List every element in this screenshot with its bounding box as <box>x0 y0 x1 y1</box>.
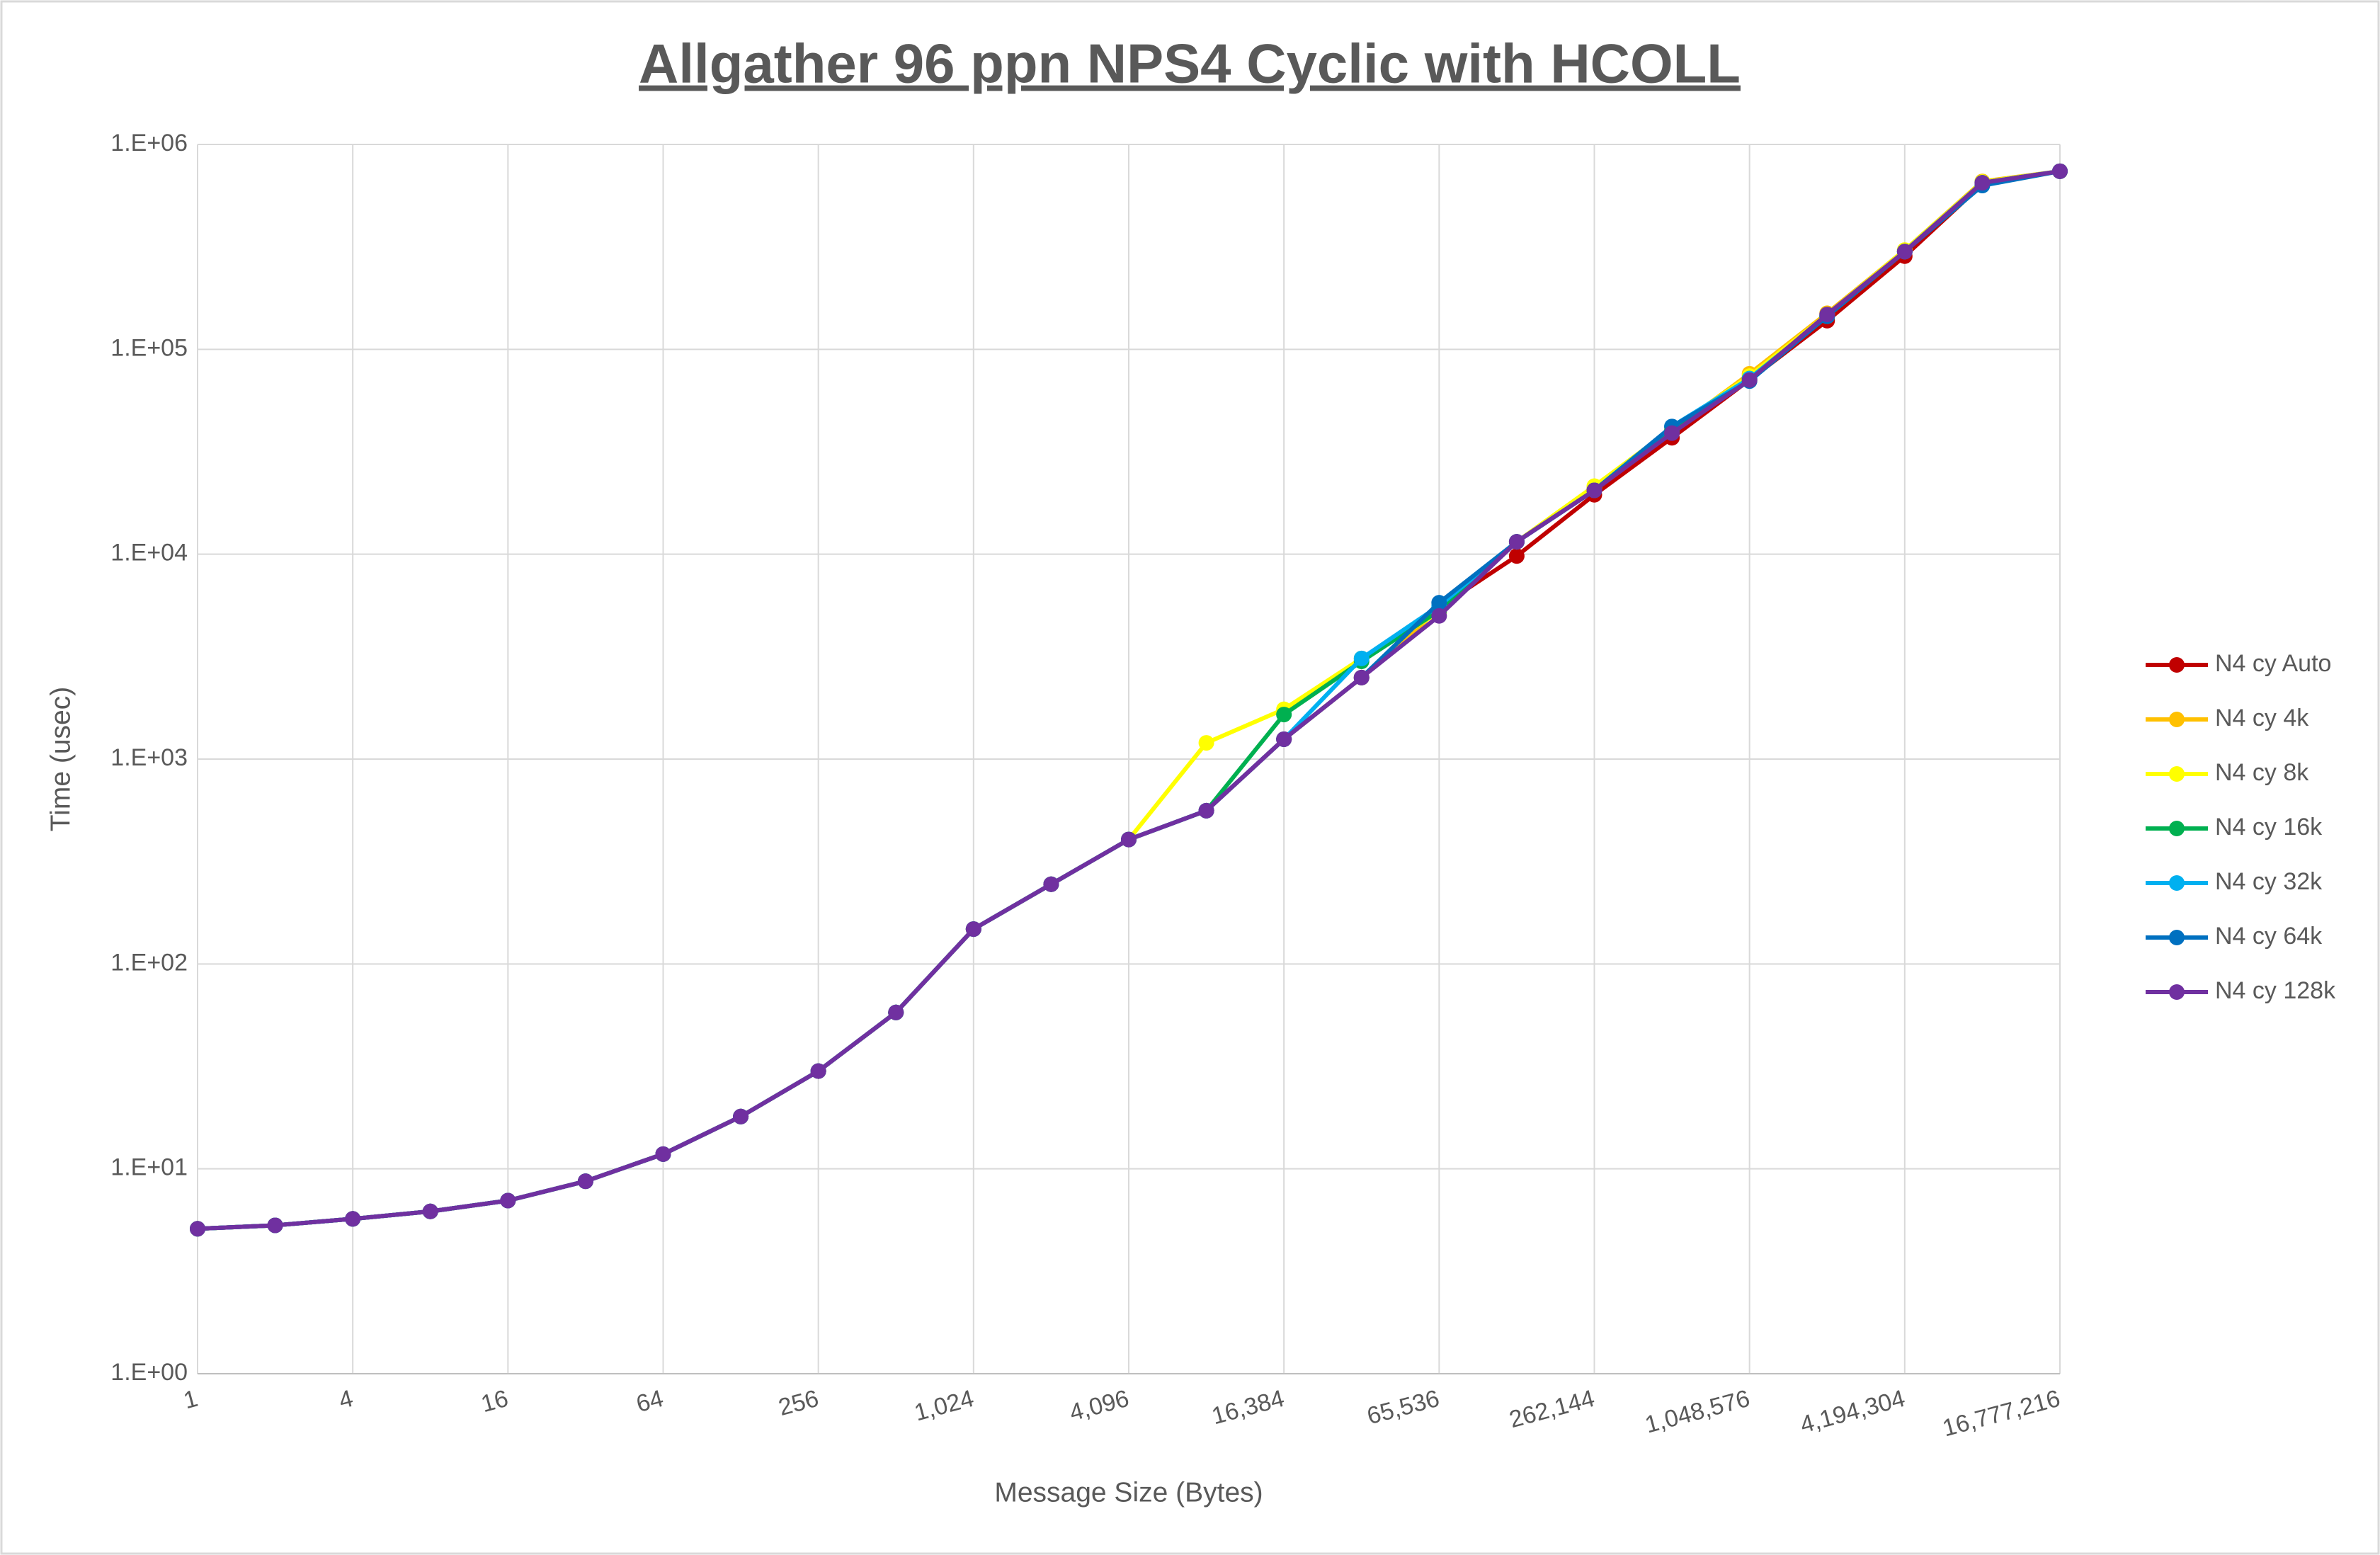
data-point <box>1431 595 1447 611</box>
data-point <box>888 1004 904 1020</box>
y-tick-label: 1.E+00 <box>110 1359 188 1386</box>
y-tick-label: 1.E+03 <box>110 744 188 771</box>
legend-marker <box>2169 821 2185 836</box>
series <box>190 163 2068 1237</box>
legend-label: N4 cy 16k <box>2215 814 2323 841</box>
data-point <box>500 1192 516 1209</box>
data-point <box>2052 163 2068 179</box>
legend-marker <box>2169 984 2185 1000</box>
y-tick-label: 1.E+01 <box>110 1154 188 1181</box>
data-point <box>1121 831 1137 848</box>
data-point <box>810 1063 826 1079</box>
data-point <box>1508 548 1525 564</box>
data-point <box>422 1203 438 1219</box>
data-point <box>655 1146 671 1162</box>
x-axis-title: Message Size (Bytes) <box>994 1477 1263 1508</box>
chart-title: Allgather 96 ppn NPS4 Cyclic with HCOLL <box>639 33 1741 95</box>
data-point <box>1431 608 1447 624</box>
legend-label: N4 cy 8k <box>2215 759 2309 786</box>
data-point <box>345 1211 361 1227</box>
y-tick-label: 1.E+05 <box>110 334 188 361</box>
legend-label: N4 cy 64k <box>2215 923 2323 950</box>
legend-label: N4 cy 32k <box>2215 868 2323 895</box>
data-point <box>733 1108 749 1124</box>
data-point <box>267 1217 283 1234</box>
legend-marker <box>2169 875 2185 891</box>
data-point <box>1276 707 1292 723</box>
data-point <box>577 1173 593 1190</box>
data-point <box>1276 731 1292 747</box>
data-point <box>1353 650 1370 666</box>
data-point <box>190 1221 205 1237</box>
data-point <box>965 921 981 938</box>
data-point <box>1664 425 1680 441</box>
legend-label: N4 cy 128k <box>2215 977 2336 1004</box>
data-point <box>1819 307 1835 323</box>
data-point <box>1353 669 1370 685</box>
data-point <box>1896 244 1913 260</box>
data-point <box>1508 534 1525 550</box>
data-point <box>1198 735 1214 751</box>
legend-marker <box>2169 712 2185 727</box>
legend-marker <box>2169 657 2185 673</box>
data-point <box>1043 876 1059 892</box>
data-point <box>1741 372 1758 388</box>
y-tick-label: 1.E+04 <box>110 540 188 566</box>
legend-label: N4 cy Auto <box>2215 650 2331 677</box>
legend-label: N4 cy 4k <box>2215 705 2309 731</box>
y-tick-label: 1.E+06 <box>110 130 188 156</box>
legend-marker <box>2169 930 2185 945</box>
data-point <box>1974 175 1991 191</box>
y-axis-title: Time (usec) <box>45 687 76 831</box>
data-point <box>1198 802 1214 819</box>
data-point <box>1586 482 1602 499</box>
legend-marker <box>2169 766 2185 782</box>
y-tick-label: 1.E+02 <box>110 949 188 976</box>
